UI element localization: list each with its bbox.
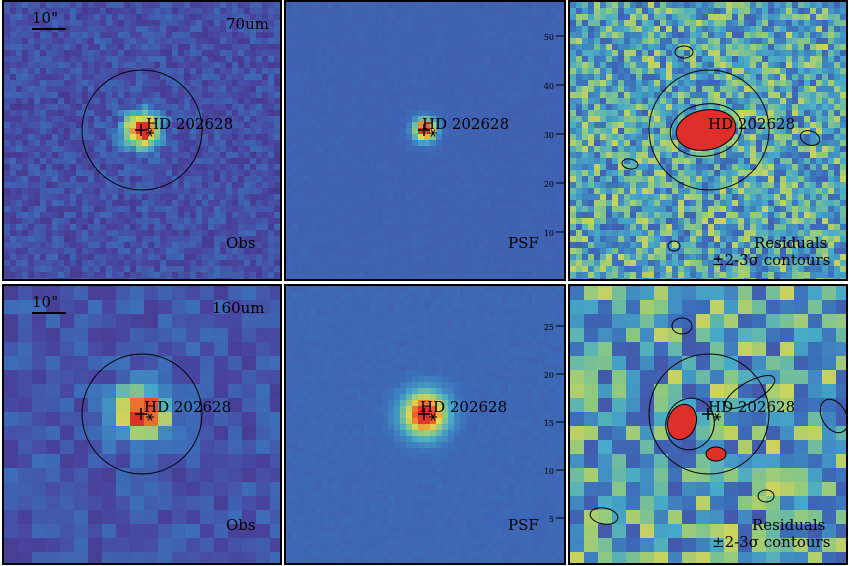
- psf-tick-label: 50: [544, 33, 554, 42]
- psf-label: PSF: [508, 516, 539, 534]
- star-name-label: HD 202628: [420, 398, 508, 416]
- scale-bar: [32, 312, 66, 314]
- star-marker: [135, 124, 154, 137]
- heatmap-70um-obs: [4, 2, 280, 279]
- residuals-label: Residuals: [754, 234, 828, 252]
- scale-bar-label: 10": [32, 293, 58, 311]
- contours-label: ±2-3σ contours: [712, 251, 831, 269]
- psf-tick-label: 40: [544, 82, 554, 91]
- psf-axis-ticks: 25 20 15 10 5: [544, 323, 564, 524]
- scale-bar-label: 10": [32, 9, 58, 27]
- aperture-circle: [81, 353, 203, 475]
- heatmap-160um-psf: 25 20 15 10 5: [286, 286, 564, 563]
- pixel-grid: [4, 2, 280, 279]
- residuals-label: Residuals: [752, 516, 826, 534]
- psf-tick-label: 5: [549, 515, 554, 524]
- star-name-label: HD 202628: [422, 115, 510, 133]
- psf-tick-label: 15: [544, 419, 554, 428]
- heatmap-160um-obs: [4, 286, 280, 563]
- panel-70um-obs: 10" 70um HD 202628 Obs: [2, 0, 282, 281]
- residual-contours: [621, 45, 821, 252]
- contours-label: ±2-3σ contours: [712, 533, 831, 551]
- obs-label: Obs: [226, 516, 256, 534]
- psf-tick-label: 30: [544, 131, 554, 140]
- star-name-label: HD 202628: [708, 115, 796, 133]
- panel-160um-obs: 10" 160um HD 202628 Obs: [2, 284, 282, 565]
- pixel-grid: [286, 286, 564, 563]
- psf-label: PSF: [508, 234, 539, 252]
- residual-contours: [589, 317, 846, 525]
- band-label-160um: 160um: [212, 299, 265, 317]
- heatmap-70um-residuals: [570, 2, 846, 279]
- psf-tick-label: 20: [544, 371, 554, 380]
- panel-160um-psf: 25 20 15 10 5 HD 202628 PSF: [284, 284, 566, 565]
- star-name-label: HD 202628: [146, 115, 234, 133]
- pixel-grid: [286, 2, 564, 279]
- psf-axis-ticks: 50 40 30 20 10: [544, 33, 564, 238]
- star-marker: [135, 408, 154, 421]
- heatmap-70um-psf: 50 40 30 20 10: [286, 2, 564, 279]
- pixel-grid: [4, 286, 280, 563]
- psf-tick-label: 10: [544, 467, 554, 476]
- star-marker: [702, 408, 721, 421]
- scale-bar: [32, 28, 66, 30]
- obs-label: Obs: [226, 234, 256, 252]
- heatmap-160um-residuals: [570, 286, 846, 563]
- star-marker: [418, 124, 437, 137]
- pixel-grid: [570, 2, 846, 279]
- star-name-label: HD 202628: [144, 398, 232, 416]
- residual-peaks: [666, 403, 727, 462]
- panel-70um-residuals: HD 202628 Residuals ±2-3σ contours: [568, 0, 848, 281]
- star-name-label: HD 202628: [708, 398, 796, 416]
- psf-tick-label: 20: [544, 180, 554, 189]
- psf-tick-label: 10: [544, 229, 554, 238]
- panel-160um-residuals: HD 202628 Residuals ±2-3σ contours: [568, 284, 848, 565]
- aperture-circle: [648, 353, 770, 475]
- pixel-grid: [570, 286, 846, 563]
- aperture-circle: [81, 69, 203, 191]
- psf-tick-label: 25: [544, 323, 554, 332]
- star-marker: [418, 408, 437, 421]
- panel-70um-psf: 50 40 30 20 10 HD 202628 PSF: [284, 0, 566, 281]
- residual-peaks: [675, 109, 737, 151]
- band-label-70um: 70um: [226, 15, 269, 33]
- aperture-circle: [648, 69, 770, 191]
